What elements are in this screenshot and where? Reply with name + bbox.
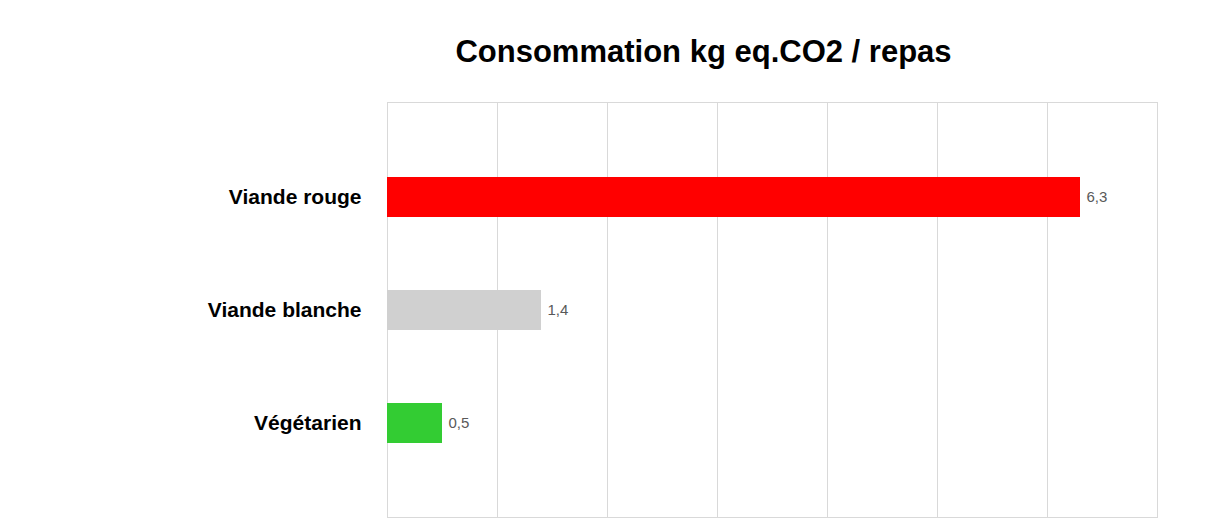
svg-text:0,5: 0,5 [449, 414, 470, 431]
svg-text:1,4: 1,4 [548, 301, 569, 318]
svg-text:Viande rouge: Viande rouge [229, 185, 362, 208]
html-text:Consommation kg eq.CO2 / repas: Consommation kg eq.CO2 / repas [455, 34, 952, 69]
svg-text:Végétarien: Végétarien [254, 411, 361, 434]
svg-text:6,3: 6,3 [1087, 188, 1108, 205]
svg-text:Viande blanche: Viande blanche [208, 298, 362, 321]
